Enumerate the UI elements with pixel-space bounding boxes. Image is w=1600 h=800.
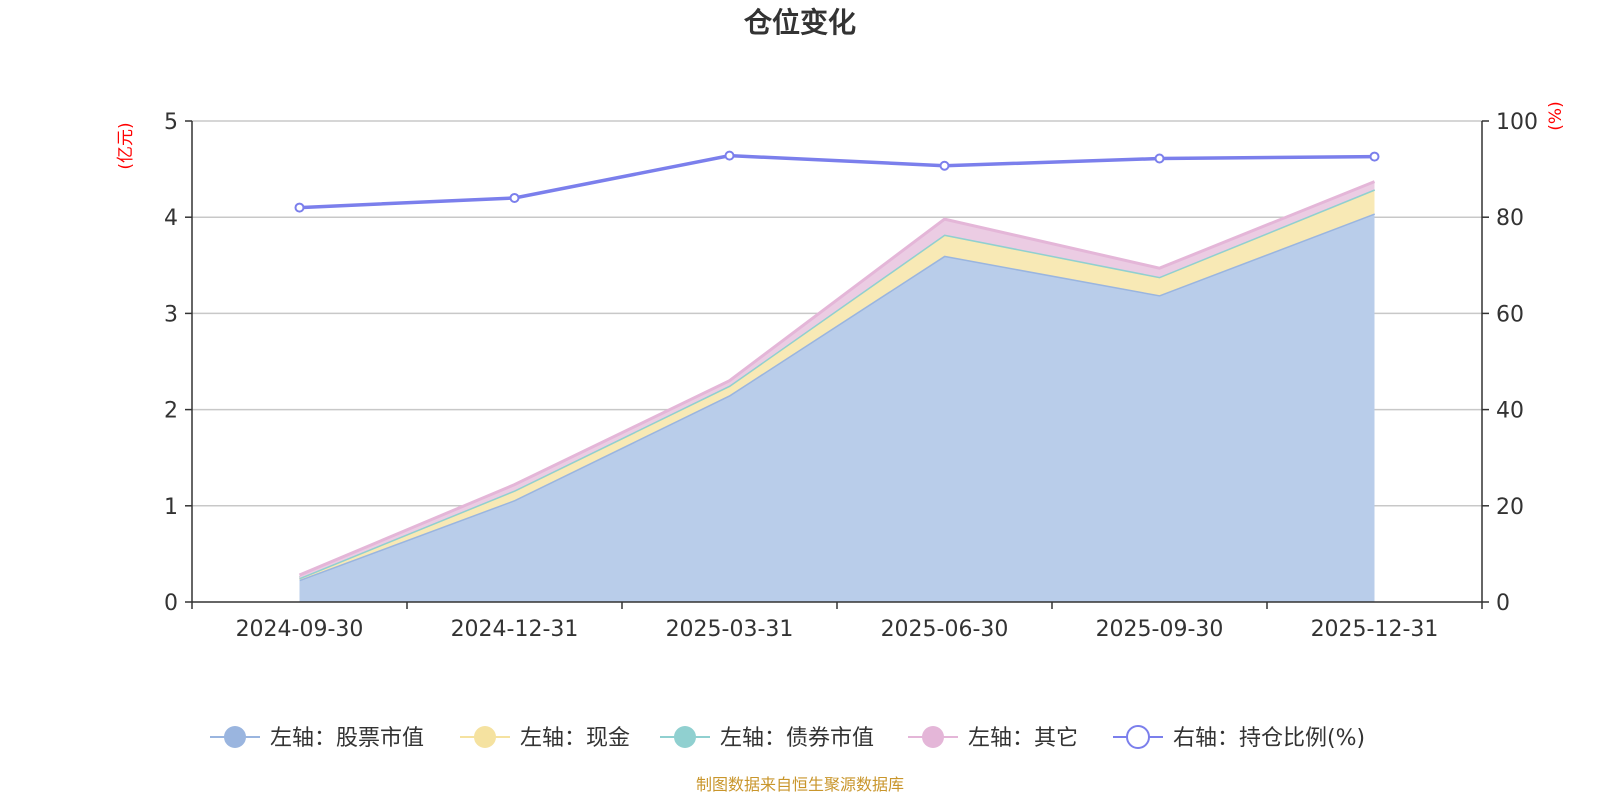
right-tick-label: 100 — [1496, 110, 1538, 135]
x-tick-label: 2025-09-30 — [1096, 617, 1224, 642]
source-note: 制图数据来自恒生聚源数据库 — [696, 775, 904, 794]
right-axis-unit: (%) — [1546, 101, 1566, 130]
legend-label: 右轴：持仓比例(%) — [1173, 726, 1365, 751]
legend-label: 左轴：现金 — [520, 726, 630, 751]
legend-marker — [922, 726, 944, 748]
left-tick-label: 0 — [164, 591, 178, 616]
legend: 左轴：股票市值 左轴：现金 左轴：债券市值 左轴：其它 右轴：持仓比例(%) — [210, 725, 1365, 751]
ratio-point[interactable] — [1369, 151, 1380, 162]
right-axis-ticks: 0 20 40 60 80 100 — [1482, 110, 1538, 616]
x-tick-label: 2025-03-31 — [666, 617, 794, 642]
left-tick-label: 2 — [164, 399, 178, 424]
area-series — [299, 213, 1375, 603]
legend-marker — [674, 726, 696, 748]
legend-item[interactable]: 左轴：股票市值 — [210, 726, 424, 751]
x-tick-label: 2025-12-31 — [1311, 617, 1439, 642]
stacked-areas — [298, 180, 1376, 603]
x-tick-label: 2024-12-31 — [451, 617, 579, 642]
ratio-point[interactable] — [724, 150, 735, 161]
left-axis-unit: (亿元) — [116, 122, 136, 169]
x-tick-label: 2025-06-30 — [881, 617, 1009, 642]
holding-ratio-line — [294, 150, 1380, 213]
left-tick-label: 5 — [164, 110, 178, 135]
ratio-point[interactable] — [939, 160, 950, 171]
left-tick-label: 4 — [164, 206, 178, 231]
legend-item[interactable]: 左轴：现金 — [460, 726, 630, 751]
legend-label: 左轴：债券市值 — [720, 726, 874, 751]
right-tick-label: 0 — [1496, 591, 1510, 616]
chart-title: 仓位变化 — [744, 6, 856, 39]
legend-label: 左轴：其它 — [968, 726, 1078, 751]
x-tick-label: 2024-09-30 — [236, 617, 364, 642]
legend-marker — [1126, 725, 1150, 749]
area-series-edge — [298, 180, 1376, 577]
ratio-point[interactable] — [1154, 153, 1165, 164]
ratio-point[interactable] — [509, 192, 520, 203]
left-tick-label: 1 — [164, 495, 178, 520]
right-tick-label: 40 — [1496, 399, 1524, 424]
legend-marker — [224, 726, 246, 748]
right-tick-label: 60 — [1496, 302, 1524, 327]
legend-marker — [474, 726, 496, 748]
legend-item[interactable]: 左轴：其它 — [908, 726, 1078, 751]
left-axis-ticks: 0 1 2 3 4 5 — [164, 110, 192, 616]
right-tick-label: 80 — [1496, 206, 1524, 231]
ratio-line-path — [299, 153, 1375, 210]
legend-item[interactable]: 右轴：持仓比例(%) — [1113, 725, 1365, 751]
legend-item[interactable]: 左轴：债券市值 — [660, 726, 874, 751]
right-tick-label: 20 — [1496, 495, 1524, 520]
legend-label: 左轴：股票市值 — [270, 726, 424, 751]
x-axis-ticks: 2024-09-30 2024-12-31 2025-03-31 2025-06-30… — [191, 602, 1483, 642]
ratio-point[interactable] — [294, 202, 305, 213]
left-tick-label: 3 — [164, 302, 178, 327]
